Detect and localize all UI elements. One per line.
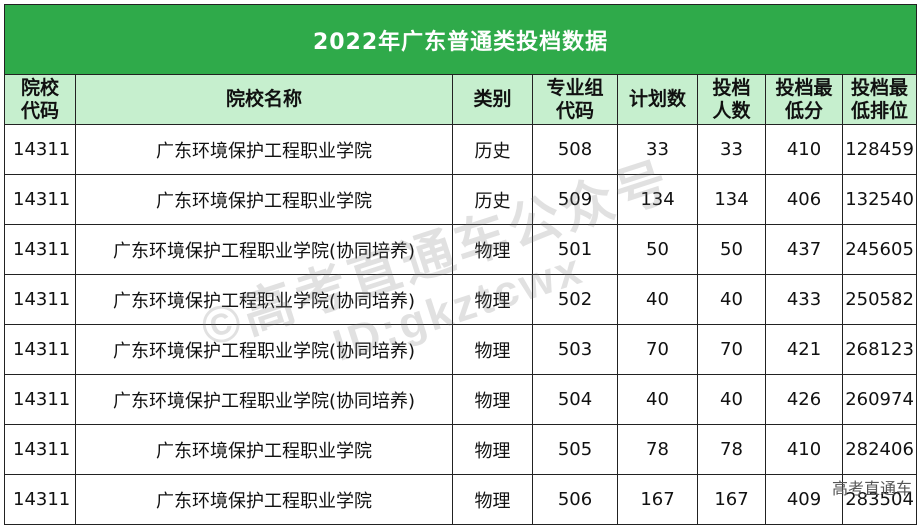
cell-school-code: 14311 [4, 374, 76, 425]
cell-min-rank: 245605 [841, 224, 918, 275]
cell-school-name: 广东环境保护工程职业学院 [75, 474, 453, 525]
cell-min-score: 437 [765, 224, 843, 275]
cell-major-group-code: 505 [532, 424, 618, 475]
cell-major-group-code: 506 [532, 474, 618, 525]
cell-school-code: 14311 [4, 324, 76, 375]
cell-major-group-code: 508 [532, 124, 618, 175]
table-title: 2022年广东普通类投档数据 [3, 4, 918, 75]
cell-school-code: 14311 [4, 124, 76, 175]
cell-category: 物理 [452, 224, 533, 275]
table-row: 14311 广东环境保护工程职业学院(协同培养) 物理 504 40 40 42… [4, 374, 918, 425]
cell-school-code: 14311 [4, 474, 76, 525]
cell-min-score: 406 [765, 174, 843, 225]
cell-school-name: 广东环境保护工程职业学院(协同培养) [75, 324, 453, 375]
cell-major-group-code: 503 [532, 324, 618, 375]
cell-min-score: 421 [765, 324, 843, 375]
cell-school-code: 14311 [4, 424, 76, 475]
cell-school-name: 广东环境保护工程职业学院(协同培养) [75, 224, 453, 275]
header-category: 类别 [452, 74, 533, 125]
cell-min-score: 426 [765, 374, 843, 425]
cell-admitted: 167 [697, 474, 766, 525]
table-row: 14311 广东环境保护工程职业学院 物理 506 167 167 409 28… [4, 474, 918, 525]
cell-plan: 134 [617, 174, 698, 225]
table-row: 14311 广东环境保护工程职业学院(协同培养) 物理 503 70 70 42… [4, 324, 918, 375]
admission-table: 2022年广东普通类投档数据 院校 代码 院校名称 类别 专业组 代码 计划数 投档… [3, 4, 918, 525]
cell-school-name: 广东环境保护工程职业学院 [75, 424, 453, 475]
table-row: 14311 广东环境保护工程职业学院 物理 505 78 78 410 2824… [4, 424, 918, 475]
cell-school-name: 广东环境保护工程职业学院 [75, 124, 453, 175]
header-min-rank: 投档最 低排位 [841, 74, 918, 125]
table-row: 14311 广东环境保护工程职业学院 历史 508 33 33 410 1284… [4, 124, 918, 175]
cell-major-group-code: 501 [532, 224, 618, 275]
cell-plan: 70 [617, 324, 698, 375]
cell-school-name: 广东环境保护工程职业学院(协同培养) [75, 374, 453, 425]
cell-major-group-code: 504 [532, 374, 618, 425]
cell-plan: 167 [617, 474, 698, 525]
table-row: 14311 广东环境保护工程职业学院 历史 509 134 134 406 13… [4, 174, 918, 225]
cell-min-score: 433 [765, 274, 843, 325]
cell-plan: 50 [617, 224, 698, 275]
cell-admitted: 40 [697, 274, 766, 325]
cell-category: 物理 [452, 324, 533, 375]
cell-category: 物理 [452, 274, 533, 325]
cell-admitted: 134 [697, 174, 766, 225]
cell-school-name: 广东环境保护工程职业学院 [75, 174, 453, 225]
cell-min-score: 410 [765, 424, 843, 475]
header-min-score: 投档最 低分 [765, 74, 843, 125]
header-school-name: 院校名称 [75, 74, 453, 125]
header-row: 院校 代码 院校名称 类别 专业组 代码 计划数 投档 人数 投档最 低分 投档最 低排位 [4, 74, 918, 125]
cell-min-rank: 283504 [841, 474, 918, 525]
cell-school-code: 14311 [4, 224, 76, 275]
cell-min-rank: 132540 [841, 174, 918, 225]
cell-admitted: 78 [697, 424, 766, 475]
cell-admitted: 50 [697, 224, 766, 275]
cell-major-group-code: 509 [532, 174, 618, 225]
header-admitted: 投档 人数 [697, 74, 766, 125]
admission-table-container: 2022年广东普通类投档数据 院校 代码 院校名称 类别 专业组 代码 计划数 投档… [3, 4, 918, 525]
cell-school-name: 广东环境保护工程职业学院(协同培养) [75, 274, 453, 325]
cell-school-code: 14311 [4, 274, 76, 325]
cell-admitted: 33 [697, 124, 766, 175]
table-row: 14311 广东环境保护工程职业学院(协同培养) 物理 502 40 40 43… [4, 274, 918, 325]
table-row: 14311 广东环境保护工程职业学院(协同培养) 物理 501 50 50 43… [4, 224, 918, 275]
header-plan: 计划数 [617, 74, 698, 125]
cell-plan: 40 [617, 274, 698, 325]
cell-min-rank: 250582 [841, 274, 918, 325]
header-school-code: 院校 代码 [4, 74, 76, 125]
cell-min-rank: 260974 [841, 374, 918, 425]
cell-min-score: 409 [765, 474, 843, 525]
cell-admitted: 40 [697, 374, 766, 425]
cell-min-score: 410 [765, 124, 843, 175]
cell-category: 物理 [452, 474, 533, 525]
cell-plan: 33 [617, 124, 698, 175]
cell-min-rank: 128459 [841, 124, 918, 175]
cell-plan: 40 [617, 374, 698, 425]
cell-min-rank: 282406 [841, 424, 918, 475]
cell-category: 物理 [452, 374, 533, 425]
cell-plan: 78 [617, 424, 698, 475]
cell-school-code: 14311 [4, 174, 76, 225]
cell-category: 历史 [452, 174, 533, 225]
cell-admitted: 70 [697, 324, 766, 375]
header-major-group-code: 专业组 代码 [532, 74, 618, 125]
cell-category: 历史 [452, 124, 533, 175]
cell-min-rank: 268123 [841, 324, 918, 375]
cell-major-group-code: 502 [532, 274, 618, 325]
cell-category: 物理 [452, 424, 533, 475]
